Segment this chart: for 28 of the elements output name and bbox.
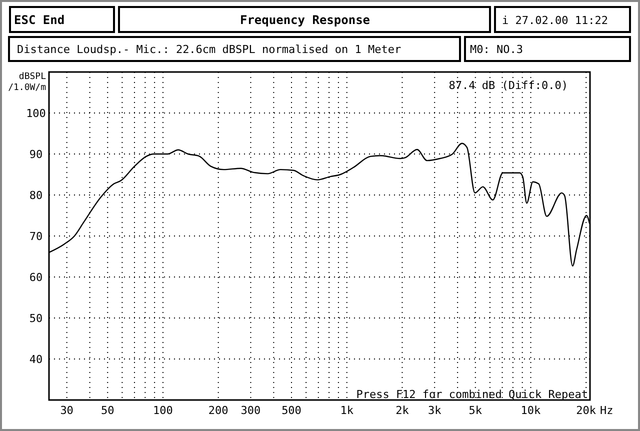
x-tick-label: 50 [100,404,114,417]
y-tick-label: 100 [26,107,46,120]
x-tick-label: 30 [60,404,74,417]
y-tick-label: 60 [29,271,43,284]
x-tick-label: 200 [208,404,228,417]
x-tick-label: 20k [576,404,596,417]
x-tick-label: 5k [468,404,482,417]
x-tick-label: 300 [240,404,261,417]
y-axis-title: dBSPL /1.0W/m [8,72,46,93]
y-tick-label: 80 [29,189,43,202]
y-tick-label: 40 [29,353,43,366]
x-tick-label: 100 [153,404,173,417]
chart-title: Frequency Response [240,13,370,27]
x-tick-label: 10k [520,404,542,417]
text: i 27.02.00 11:22 [502,14,608,27]
annotation: 87.4 dB (Diff:0.0) [448,79,568,92]
text: ESC End [14,13,65,27]
x-tick-label: 1k [340,404,354,417]
y-tick-label: 70 [29,230,43,243]
chart-subtitle: Distance Loudsp.- Mic.: 22.6cm dBSPL normalised on 1 Meter [17,43,402,56]
annotation: Press F12 for combined Quick Repeat [356,388,588,401]
x-tick-label: 3k [428,404,442,417]
x-tick-label: 500 [282,404,302,417]
y-tick-label: 50 [29,312,43,325]
y-tick-label: 90 [29,148,43,161]
x-axis-title: Hz [600,404,614,417]
text: M0: NO.3 [470,43,523,56]
x-tick-label: 2k [396,404,410,417]
